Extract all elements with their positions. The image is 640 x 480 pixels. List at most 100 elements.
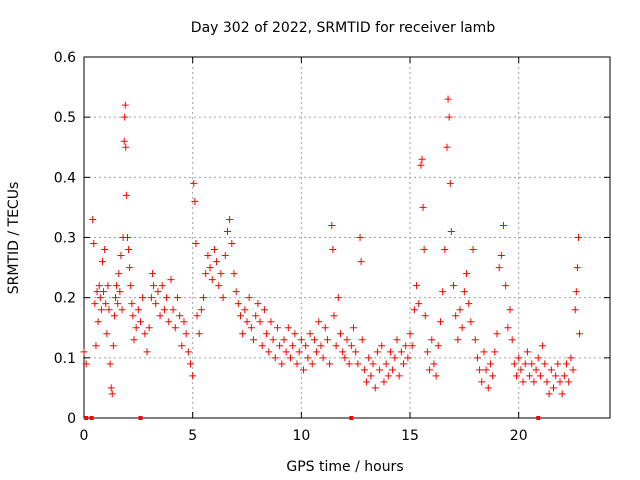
x-tick-label: 20: [510, 428, 528, 444]
data-point: [98, 258, 106, 266]
data-point: [271, 354, 279, 362]
data-point: [145, 324, 153, 332]
data-point: [473, 354, 481, 362]
data-point: [482, 366, 490, 374]
data-point: [554, 360, 562, 368]
data-point: [419, 203, 427, 211]
data-point: [420, 246, 428, 254]
data-point: [406, 330, 414, 338]
data-point: [180, 318, 188, 326]
data-point: [223, 227, 231, 235]
data-point: [302, 342, 310, 350]
data-point: [165, 318, 173, 326]
data-point: [163, 294, 171, 302]
data-point: [245, 294, 253, 302]
data-point: [480, 348, 488, 356]
data-point: [230, 270, 238, 278]
data-point: [258, 342, 266, 350]
data-point: [118, 306, 126, 314]
data-point: [137, 318, 145, 326]
data-point: [402, 342, 410, 350]
data-point: [215, 282, 223, 290]
data-point: [386, 348, 394, 356]
data-point: [441, 246, 449, 254]
data-point: [219, 294, 227, 302]
data-point: [178, 342, 186, 350]
data-point: [545, 390, 553, 398]
data-point: [506, 306, 514, 314]
data-point: [134, 306, 142, 314]
data-point: [108, 390, 116, 398]
data-point: [517, 366, 525, 374]
data-point-square: [536, 416, 541, 420]
data-point: [565, 378, 573, 386]
data-point: [493, 330, 501, 338]
data-point: [104, 282, 112, 290]
data-point: [534, 354, 542, 362]
data-point: [446, 179, 454, 187]
data-point: [543, 378, 551, 386]
data-point: [160, 306, 168, 314]
axis-ticks: [83, 56, 610, 419]
data-point: [444, 95, 452, 103]
data-point: [286, 354, 294, 362]
data-point: [393, 336, 401, 344]
data-point: [310, 336, 318, 344]
data-point: [89, 215, 97, 223]
data-point: [450, 282, 458, 290]
data-point: [365, 354, 373, 362]
data-point: [463, 270, 471, 278]
data-point: [297, 336, 305, 344]
data-point: [102, 300, 110, 308]
y-tick-label: 0: [67, 411, 76, 427]
data-point: [491, 348, 499, 356]
data-point: [378, 342, 386, 350]
data-point: [107, 384, 115, 392]
data-point: [478, 378, 486, 386]
data-point: [417, 161, 425, 169]
data-point: [532, 366, 540, 374]
data-point: [232, 288, 240, 296]
data-point: [300, 366, 308, 374]
data-point: [458, 324, 466, 332]
data-point: [256, 318, 264, 326]
data-point: [154, 288, 162, 296]
data-point: [103, 330, 111, 338]
data-point: [350, 324, 358, 332]
data-point: [243, 318, 251, 326]
data-point: [110, 312, 118, 320]
data-point: [130, 336, 138, 344]
data-point: [121, 101, 129, 109]
data-point: [426, 366, 434, 374]
data-point: [499, 221, 507, 229]
data-point: [497, 252, 505, 260]
y-axis-label: SRMTID / TECUs: [6, 182, 22, 295]
data-point: [363, 378, 371, 386]
data-point: [330, 312, 338, 320]
data-point: [539, 342, 547, 350]
data-point: [471, 336, 479, 344]
data-point: [295, 348, 303, 356]
data-point: [510, 360, 518, 368]
data-point: [541, 360, 549, 368]
data-point: [117, 252, 125, 260]
data-point-square: [89, 416, 94, 420]
data-point: [204, 252, 212, 260]
data-point: [465, 300, 473, 308]
tick-labels: 0 0.1 0.2 0.3 0.4 0.5 0.6 0 5 10 15 20: [54, 50, 528, 444]
data-point: [267, 318, 275, 326]
data-point: [313, 348, 321, 356]
data-point: [389, 366, 397, 374]
data-point: [158, 282, 166, 290]
data-point: [123, 234, 131, 241]
data-point: [371, 384, 379, 392]
x-tick-label: 0: [80, 428, 89, 444]
data-point: [376, 366, 384, 374]
data-point: [141, 330, 149, 338]
data-point: [113, 282, 121, 290]
data-point: [430, 360, 438, 368]
data-point: [190, 179, 198, 187]
data-point: [445, 113, 453, 121]
